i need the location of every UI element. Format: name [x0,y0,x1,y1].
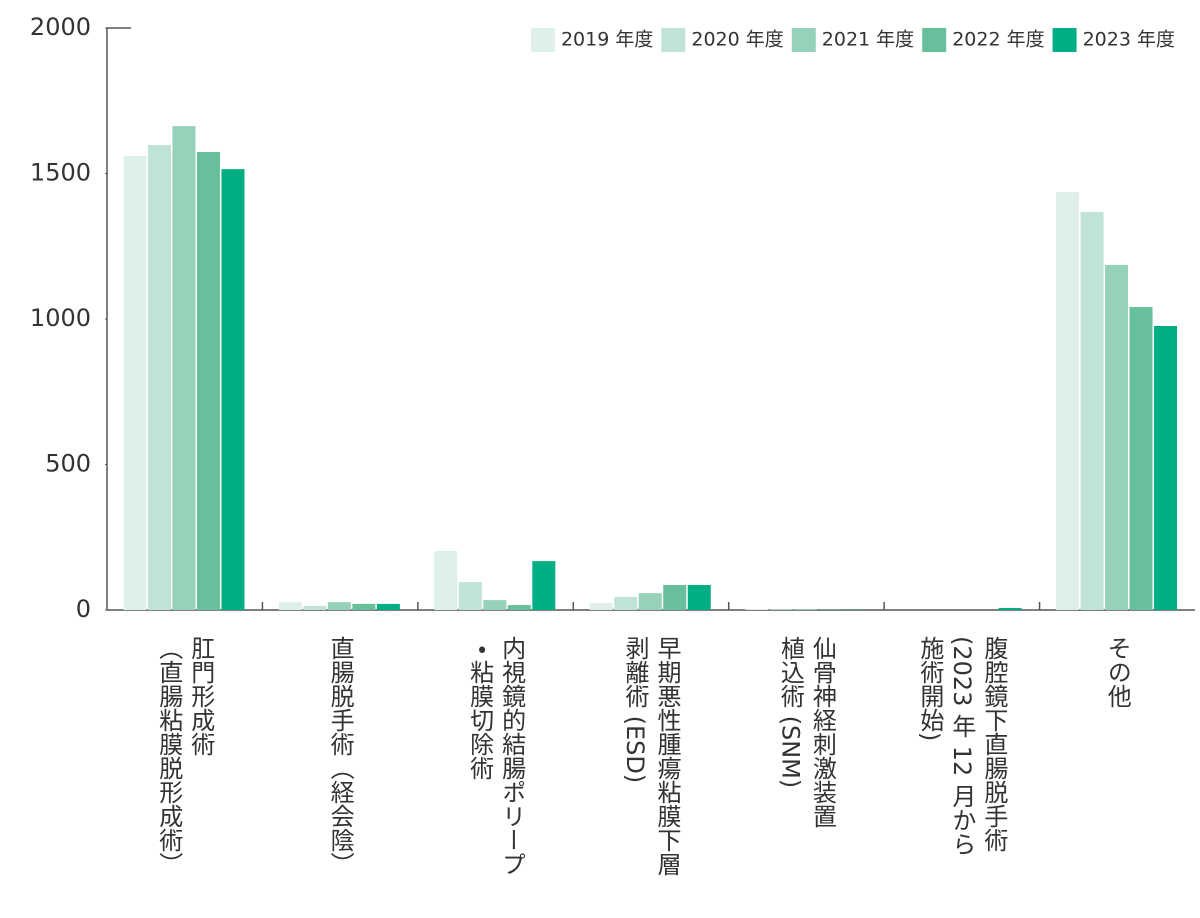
legend-label: 2021 年度 [822,29,914,51]
x-tick-label: 内視鏡的結腸ポリープ ・粘膜切除術 [465,636,526,876]
x-tick-label: 肛門形成術 （直腸粘膜脱形成術） [154,636,215,876]
legend-swatch [791,28,816,52]
bar [196,151,220,610]
bar [794,609,818,610]
bar [123,156,147,611]
bar [147,144,171,610]
bar [769,609,793,610]
x-tick-label: 仙骨神経刺激装置 植込術 (SNM) [776,636,837,828]
legend-label: 2023 年度 [1083,29,1175,51]
bar [278,602,302,610]
bar [998,607,1022,610]
bar [1105,264,1129,610]
bar [458,582,482,610]
bar [1129,307,1153,610]
y-tick-label: 1500 [30,159,91,187]
x-tick-label: その他 [1103,636,1132,708]
legend-swatch [1052,28,1077,52]
bar [638,593,662,610]
bar [1056,192,1080,610]
bar [172,126,196,610]
legend-swatch [530,28,555,52]
x-tick-label: 早期悪性腫瘍粘膜下層 剥離術 (ESD) [621,636,681,876]
x-tick-label: 腹腔鏡下直腸脱手術 (2023 年 12 月から 施術開始) [915,636,1008,856]
y-tick-label: 500 [45,450,91,478]
bar [483,600,507,610]
bar [532,561,556,610]
x-tick-label: 直腸脱手術（経会陰） [326,636,355,876]
bar [507,605,531,610]
y-tick-label: 1000 [30,304,91,332]
bar [1154,325,1178,610]
bar [434,550,458,610]
bar [221,169,245,610]
bar [663,584,687,610]
legend-label: 2022 年度 [952,29,1044,51]
legend-label: 2020 年度 [691,29,783,51]
legend-label: 2019 年度 [561,29,653,51]
bar [376,603,400,610]
y-tick-label: 0 [76,595,91,623]
legend-swatch [922,28,947,52]
bar [327,602,351,610]
bar [687,584,711,610]
bar [1080,211,1104,611]
bar [352,603,376,610]
bar [303,605,327,610]
bar [589,603,613,610]
legend-swatch [661,28,686,52]
bar [745,609,769,610]
y-tick-label: 2000 [30,13,91,41]
bar [614,596,638,610]
